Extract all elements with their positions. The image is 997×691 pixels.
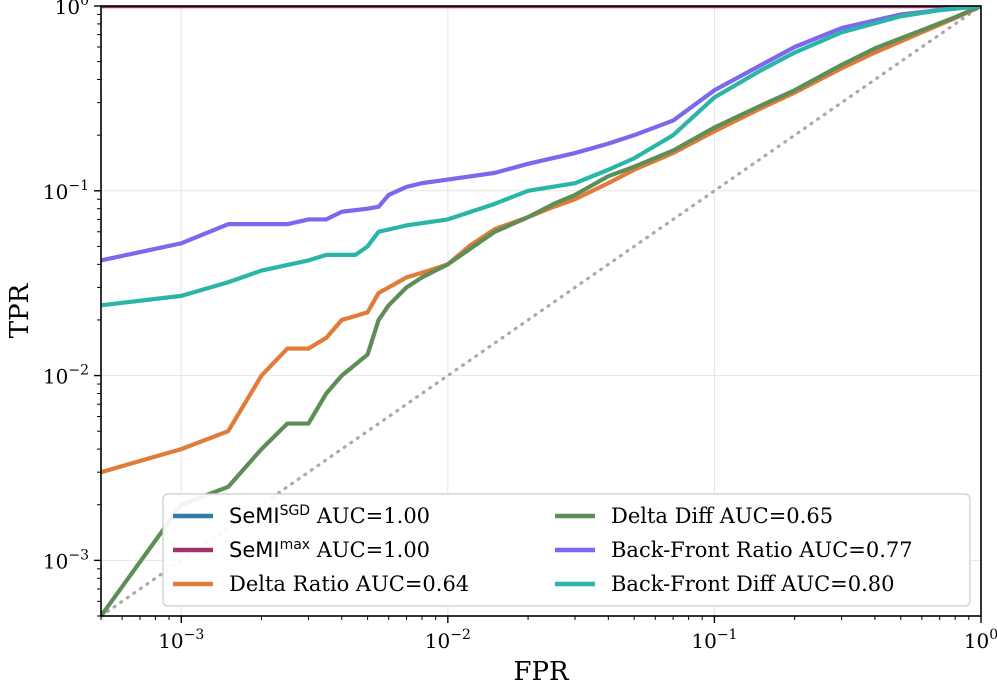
plot-frame xyxy=(100,5,982,617)
x-tick-label: 100 xyxy=(964,627,997,653)
legend-label-2: Delta Ratio AUC=0.64 xyxy=(229,572,469,596)
series-line-2 xyxy=(101,6,981,475)
plot-area xyxy=(99,4,983,618)
legend-label-5: Back-Front Diff AUC=0.80 xyxy=(611,572,895,596)
x-tick-label: 10−1 xyxy=(691,627,737,653)
y-tick-label: 100 xyxy=(55,0,89,19)
axis-ticks: 10−3 10−3 10−2 10−2 10−1 10−1 100 100 xyxy=(43,0,997,653)
legend-label-4: Back-Front Ratio AUC=0.77 xyxy=(611,538,913,562)
legend-label-3: Delta Diff AUC=0.65 xyxy=(611,504,833,528)
y-tick-label: 10−1 xyxy=(43,178,89,204)
x-tick-label: 10−3 xyxy=(158,627,204,653)
x-tick-label: 10−2 xyxy=(425,627,471,653)
series-line-3 xyxy=(101,6,981,616)
series-line-5 xyxy=(101,6,981,308)
legend-label-1: SeMImax AUC=1.00 xyxy=(229,537,430,562)
y-axis-title: TPR xyxy=(5,282,35,338)
x-axis-title: FPR xyxy=(513,657,570,687)
legend-label-0: SeMISGD AUC=1.00 xyxy=(229,503,430,528)
y-tick-label: 10−3 xyxy=(43,547,89,573)
legend: SeMISGD AUC=1.00 SeMImax AUC=1.00 Delta Ra… xyxy=(162,493,971,607)
y-tick-label: 10−2 xyxy=(43,363,89,389)
series-line-4 xyxy=(101,6,981,263)
